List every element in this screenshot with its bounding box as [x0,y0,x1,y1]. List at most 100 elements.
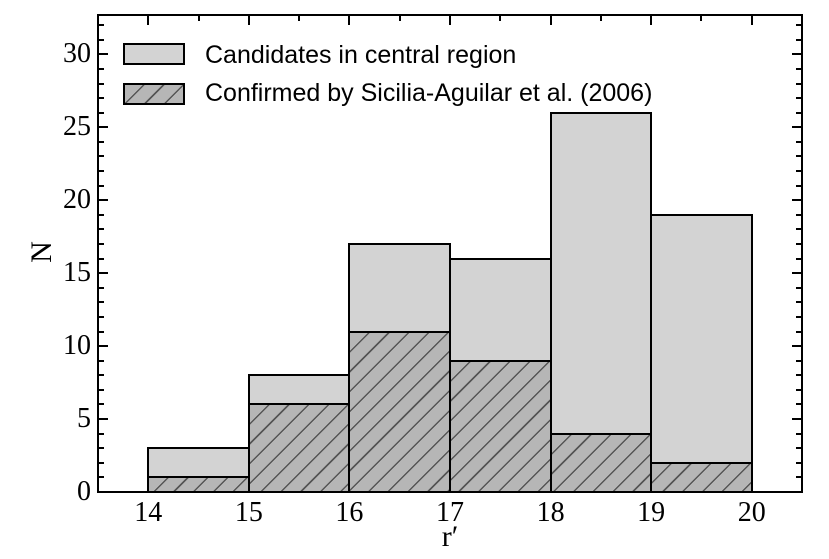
y-tick-minor-right-19 [796,213,801,216]
y-tick-major-left-15 [99,272,108,275]
y-tick-minor-left-9 [99,359,104,362]
y-tick-minor-right-18 [796,228,801,231]
y-tick-label-25: 25 [63,111,91,143]
y-tick-minor-left-18 [99,228,104,231]
y-tick-minor-left-28 [99,82,104,85]
legend-swatch-confirmed [123,83,185,105]
y-axis-label: N [25,241,58,263]
legend-swatch-candidates [123,43,185,65]
y-tick-major-left-5 [99,418,108,421]
y-tick-minor-left-32 [99,24,104,27]
y-tick-label-15: 15 [63,257,91,289]
x-tick-major-top-18 [549,16,552,25]
y-tick-label-10: 10 [63,330,91,362]
x-tick-major-top-17 [449,16,451,25]
bar-confirmed-17-18 [449,359,552,493]
y-tick-minor-left-27 [99,97,104,100]
y-tick-minor-right-22 [796,170,801,173]
y-tick-minor-right-17 [796,243,801,246]
y-tick-minor-left-17 [99,243,104,246]
x-tick-label-20: 20 [737,497,766,528]
y-tick-minor-right-14 [796,286,801,289]
y-tick-major-right-20 [792,199,801,202]
bar-candidates-19-20 [650,213,753,493]
bar-confirmed-14-15 [147,476,250,493]
x-tick-major-top-16 [348,16,351,25]
y-tick-minor-left-19 [99,213,104,216]
y-tick-major-right-10 [792,345,801,348]
bar-confirmed-19-20 [650,461,753,493]
x-tick-minor-top-14.5 [197,16,200,21]
y-tick-label-20: 20 [63,184,91,216]
y-tick-minor-right-8 [796,374,801,377]
y-tick-minor-left-4 [99,432,104,435]
bar-confirmed-15-16 [247,403,351,493]
y-tick-minor-right-21 [796,184,801,187]
y-tick-major-right-30 [792,53,801,56]
y-tick-major-left-10 [99,345,108,348]
x-tick-label-17: 17 [436,497,464,528]
y-tick-minor-left-24 [99,140,104,143]
y-tick-minor-left-11 [99,330,104,333]
y-tick-major-right-15 [792,272,801,275]
y-tick-minor-right-7 [796,388,801,391]
y-tick-minor-right-31 [796,38,801,41]
x-tick-major-top-19 [650,16,653,25]
y-tick-label-30: 30 [63,38,91,70]
y-tick-minor-right-24 [796,140,801,143]
y-tick-minor-right-26 [796,111,801,114]
y-tick-minor-right-13 [796,301,801,304]
y-tick-minor-left-1 [99,476,104,479]
y-tick-minor-left-16 [99,257,104,260]
x-tick-label-18: 18 [536,497,565,528]
x-tick-minor-top-17.5 [499,16,502,21]
x-tick-label-15: 15 [234,497,263,528]
y-tick-minor-right-2 [796,461,801,464]
x-tick-minor-top-15.5 [298,16,301,21]
y-tick-minor-right-12 [796,315,801,318]
y-tick-minor-left-3 [99,447,104,450]
y-tick-label-0: 0 [77,476,91,507]
legend-label-confirmed: Confirmed by Sicilia-Aguilar et al. (200… [205,79,653,107]
y-tick-minor-right-23 [796,155,801,158]
x-tick-major-top-20 [750,16,753,25]
y-tick-minor-left-12 [99,315,104,318]
y-tick-minor-right-9 [796,359,801,362]
y-tick-major-right-25 [792,126,801,129]
y-tick-major-left-25 [99,126,108,129]
y-tick-label-5: 5 [77,403,91,435]
x-tick-major-top-14 [147,16,150,25]
y-tick-minor-left-23 [99,155,104,158]
y-tick-minor-left-7 [99,388,104,391]
y-tick-minor-right-1 [796,476,801,479]
bar-confirmed-18-19 [549,432,653,493]
y-tick-major-left-20 [99,199,108,202]
y-tick-minor-left-31 [99,38,104,41]
y-tick-major-right-5 [792,418,801,421]
y-tick-minor-left-29 [99,67,104,70]
x-tick-major-top-15 [247,16,250,25]
bar-confirmed-16-17 [348,330,451,493]
y-tick-minor-right-3 [796,447,801,450]
y-tick-minor-right-16 [796,257,801,260]
y-tick-minor-right-28 [796,82,801,85]
y-tick-minor-right-6 [796,403,801,406]
x-tick-label-14: 14 [134,497,163,528]
y-tick-minor-left-13 [99,301,104,304]
x-tick-label-19: 19 [637,497,666,528]
x-tick-label-16: 16 [335,497,364,528]
x-axis-label: r′ [441,520,459,553]
y-tick-minor-right-32 [796,24,801,27]
y-tick-minor-left-14 [99,286,104,289]
y-tick-minor-left-21 [99,184,104,187]
y-tick-minor-right-11 [796,330,801,333]
x-tick-minor-top-16.5 [398,16,401,21]
y-tick-minor-left-6 [99,403,104,406]
y-tick-minor-right-29 [796,67,801,70]
x-tick-minor-top-19.5 [700,16,703,21]
y-tick-minor-right-27 [796,97,801,100]
y-tick-minor-left-2 [99,461,104,464]
y-tick-minor-left-26 [99,111,104,114]
y-tick-minor-left-8 [99,374,104,377]
